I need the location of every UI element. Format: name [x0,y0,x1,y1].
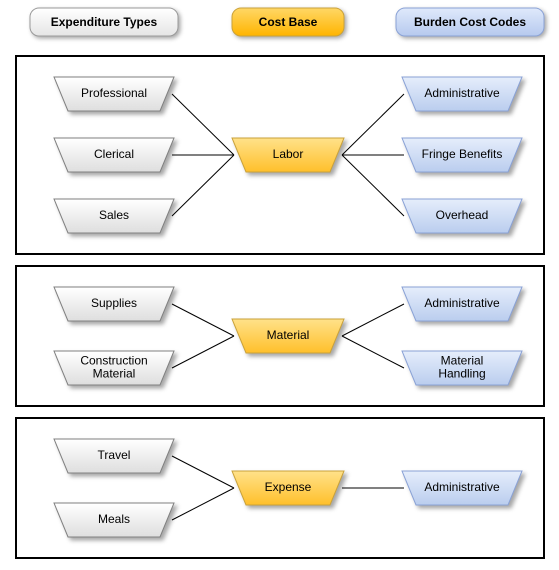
header-burden-cost-codes: Burden Cost Codes [396,8,544,36]
burden-cost-code-node: Administrative [402,287,522,321]
header-expenditure-types: Expenditure Types [30,8,178,36]
burden-cost-code-node-label: Overhead [436,208,489,222]
cost-base-node-label: Expense [265,480,312,494]
expenditure-type-node-label: Travel [98,448,131,462]
burden-cost-code-node-label: Administrative [424,480,500,494]
connector-edge [172,155,234,216]
cost-base-node-label: Labor [273,147,304,161]
header-cost-base-label: Cost Base [259,15,318,29]
burden-cost-code-node: Fringe Benefits [402,138,522,172]
expenditure-type-node-label: Construction [80,354,147,368]
connector-edge [342,155,404,216]
burden-cost-code-node-label: Fringe Benefits [422,147,503,161]
header-burden-cost-codes-label: Burden Cost Codes [414,15,526,29]
burden-cost-code-node: Overhead [402,199,522,233]
expenditure-type-node-label: Material [93,367,136,381]
connector-edge [342,304,404,336]
burden-cost-code-node: Administrative [402,471,522,505]
burden-cost-code-node: Administrative [402,77,522,111]
connector-edge [342,336,404,368]
expenditure-type-node: Professional [54,77,174,111]
expenditure-type-node-label: Clerical [94,147,134,161]
expenditure-type-node-label: Supplies [91,296,137,310]
burden-cost-code-node: MaterialHandling [402,351,522,385]
connector-edge [172,488,234,520]
connector-edge [172,336,234,368]
header-expenditure-types-label: Expenditure Types [51,15,158,29]
cost-base-node-label: Material [267,328,310,342]
expenditure-type-node-label: Meals [98,512,130,526]
connector-edge [172,304,234,336]
burden-cost-code-node-label: Administrative [424,296,500,310]
burden-cost-code-node-label: Material [441,354,484,368]
expenditure-type-node: Sales [54,199,174,233]
cost-base-node: Material [232,319,344,353]
burden-cost-code-node-label: Handling [438,367,485,381]
expenditure-type-node-label: Sales [99,208,129,222]
expenditure-type-node-label: Professional [81,86,147,100]
expenditure-type-node: Travel [54,439,174,473]
shapes-layer: Labor Professional Clerical Sales Administra… [54,77,522,537]
expenditure-type-node: Meals [54,503,174,537]
cost-base-node: Labor [232,138,344,172]
connector-edge [342,94,404,155]
connector-edge [172,456,234,488]
cost-base-node: Expense [232,471,344,505]
expenditure-type-node: ConstructionMaterial [54,351,174,385]
diagram-canvas: Expenditure Types Cost Base Burden Cost Co… [0,0,559,570]
burden-cost-code-node-label: Administrative [424,86,500,100]
expenditure-type-node: Clerical [54,138,174,172]
expenditure-type-node: Supplies [54,287,174,321]
header-cost-base: Cost Base [232,8,344,36]
connector-edge [172,94,234,155]
